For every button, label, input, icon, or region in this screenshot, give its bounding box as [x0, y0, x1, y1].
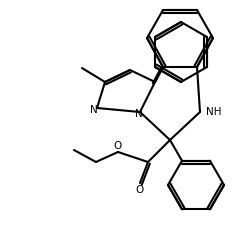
Text: N: N — [90, 105, 98, 115]
Text: NH: NH — [206, 107, 222, 117]
Text: N: N — [135, 109, 143, 119]
Text: O: O — [114, 141, 122, 151]
Text: O: O — [136, 185, 144, 195]
